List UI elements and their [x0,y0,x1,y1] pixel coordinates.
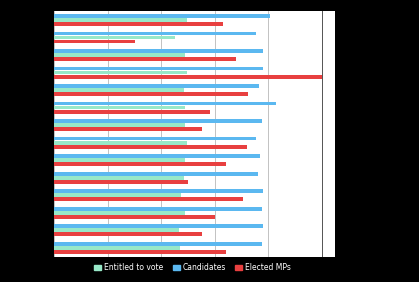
Bar [54,145,247,149]
Bar [54,119,262,123]
Bar [54,224,263,228]
Bar [54,14,270,18]
Bar [54,215,215,219]
Bar [54,250,225,254]
Bar [54,197,243,201]
Bar [54,190,263,193]
Bar [54,207,262,211]
Bar [54,32,256,36]
Bar [54,228,179,232]
Bar [54,106,186,109]
Bar [54,176,184,180]
Bar [54,242,262,246]
Bar [54,193,181,197]
Bar [54,154,260,158]
Bar [54,49,263,53]
Bar [54,53,186,57]
Bar [54,40,134,43]
Bar [54,57,236,61]
Bar [54,36,175,39]
Bar [54,232,202,236]
Bar [54,158,186,162]
Bar [54,88,184,92]
Bar [54,84,259,88]
Bar [54,127,202,131]
Bar [54,180,188,184]
Bar [54,22,223,26]
Bar [54,71,187,74]
Bar [54,18,187,22]
Bar [54,211,186,215]
Legend: Entitled to vote, Candidates, Elected MPs: Entitled to vote, Candidates, Elected MP… [91,260,294,275]
Bar [54,246,180,250]
Bar [54,92,248,96]
Bar [54,162,225,166]
Bar [54,124,186,127]
Bar [54,141,187,144]
Bar [54,172,258,175]
Bar [54,67,263,70]
Bar [54,75,323,78]
Bar [54,137,256,140]
Bar [54,110,210,114]
Bar [54,102,277,105]
